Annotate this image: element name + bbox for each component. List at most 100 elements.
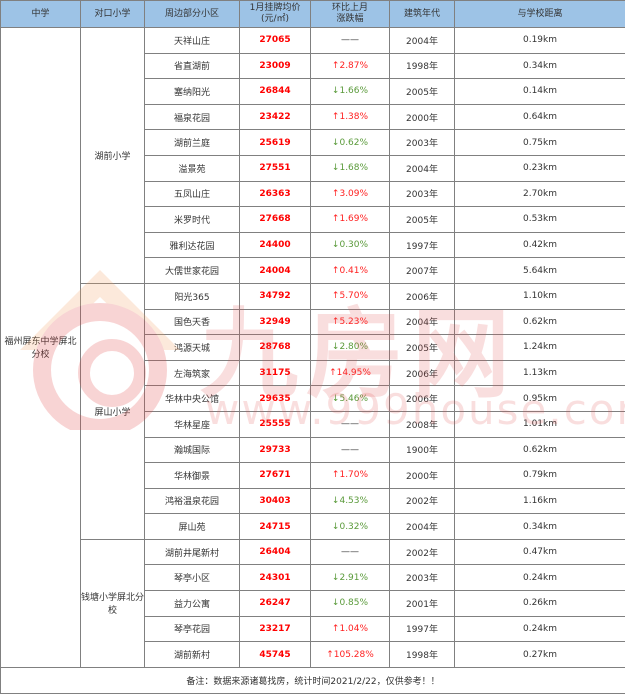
primary-school-cell: 湖前小学 — [80, 27, 145, 284]
community-name: 湖前兰庭 — [144, 129, 240, 156]
avg-price: 23217 — [239, 615, 311, 643]
school-distance: 0.14km — [454, 78, 625, 105]
school-distance: 0.23km — [454, 154, 625, 182]
price-change: ↓4.53% — [310, 487, 390, 515]
school-distance: 1.01km — [454, 410, 625, 438]
price-change: ↑2.87% — [310, 52, 390, 80]
price-change: ↓2.91% — [310, 564, 390, 592]
community-name: 左海筑家 — [144, 359, 240, 387]
build-year: 2001年 — [389, 590, 455, 617]
community-name: 屏山苑 — [144, 513, 240, 540]
school-distance: 0.24km — [454, 615, 625, 643]
price-change: —— — [310, 436, 390, 464]
price-change: ↓0.32% — [310, 513, 390, 540]
middle-school-cell: 福州屏东中学屏北分校 — [0, 27, 81, 668]
community-name: 大儒世家花园 — [144, 257, 240, 284]
school-distance: 0.47km — [454, 538, 625, 566]
avg-price: 29635 — [239, 385, 311, 412]
build-year: 2002年 — [389, 538, 455, 566]
build-year: 1998年 — [389, 52, 455, 80]
footer-row: 备注：数据来源诸葛找房，统计时间2021/2/22，仅供参考！！ — [0, 666, 625, 694]
build-year: 2005年 — [389, 78, 455, 105]
school-distance: 0.34km — [454, 513, 625, 540]
table-row: 琴亭花园 23217 ↑1.04% 1997年 0.24km — [1, 615, 625, 643]
avg-price: 27551 — [239, 154, 311, 182]
community-name: 溢景苑 — [144, 154, 240, 182]
school-distance: 1.10km — [454, 282, 625, 310]
community-name: 琴亭花园 — [144, 615, 240, 643]
build-year: 2006年 — [389, 359, 455, 387]
school-distance: 0.27km — [454, 641, 625, 668]
build-year: 2003年 — [389, 180, 455, 208]
school-distance: 1.16km — [454, 487, 625, 515]
community-name: 雅利达花园 — [144, 231, 240, 259]
build-year: 1997年 — [389, 231, 455, 259]
table-row: 省直湖前 23009 ↑2.87% 1998年 0.34km — [1, 52, 625, 80]
community-name: 鸿裕温泉花园 — [144, 487, 240, 515]
avg-price: 31175 — [239, 359, 311, 387]
avg-price: 24004 — [239, 257, 311, 284]
price-change: —— — [310, 27, 390, 54]
avg-price: 45745 — [239, 641, 311, 668]
build-year: 2000年 — [389, 103, 455, 131]
table-row: 五凤山庄 26363 ↑3.09% 2003年 2.70km — [1, 180, 625, 208]
build-year: 2004年 — [389, 513, 455, 540]
community-name: 益力公寓 — [144, 590, 240, 617]
avg-price: 24301 — [239, 564, 311, 592]
col-distance: 与学校距离 — [454, 0, 625, 28]
build-year: 2004年 — [389, 154, 455, 182]
community-name: 瀚城国际 — [144, 436, 240, 464]
build-year: 2008年 — [389, 410, 455, 438]
community-name: 塞纳阳光 — [144, 78, 240, 105]
avg-price: 26247 — [239, 590, 311, 617]
price-change: —— — [310, 538, 390, 566]
table-row: 鸿源天城 28768 ↓2.80% 2005年 1.24km — [1, 334, 625, 361]
school-distance: 0.26km — [454, 590, 625, 617]
community-name: 米罗时代 — [144, 206, 240, 233]
price-change: ↓5.46% — [310, 385, 390, 412]
avg-price: 27671 — [239, 462, 311, 489]
price-change: ↑5.23% — [310, 308, 390, 336]
table-row: 湖前兰庭 25619 ↓0.62% 2003年 0.75km — [1, 129, 625, 156]
table-row: 琴亭小区 24301 ↓2.91% 2003年 0.24km — [1, 564, 625, 592]
community-name: 湖前新村 — [144, 641, 240, 668]
col-primary-school: 对口小学 — [80, 0, 145, 28]
community-name: 阳光365 — [144, 282, 240, 310]
price-change: ↑1.04% — [310, 615, 390, 643]
school-distance: 0.24km — [454, 564, 625, 592]
community-name: 华林中央公馆 — [144, 385, 240, 412]
avg-price: 28768 — [239, 334, 311, 361]
col-change: 环比上月 涨跌幅 — [310, 0, 390, 28]
footer-note: 备注：数据来源诸葛找房，统计时间2021/2/22，仅供参考！！ — [0, 666, 625, 694]
build-year: 2003年 — [389, 564, 455, 592]
avg-price: 25555 — [239, 410, 311, 438]
price-change: ↑1.69% — [310, 206, 390, 233]
school-distance: 0.95km — [454, 385, 625, 412]
price-change: —— — [310, 410, 390, 438]
community-name: 华林御景 — [144, 462, 240, 489]
school-distance: 0.53km — [454, 206, 625, 233]
col-price: 1月挂牌均价 (元/㎡) — [239, 0, 311, 28]
price-change: ↓0.85% — [310, 590, 390, 617]
community-name: 五凤山庄 — [144, 180, 240, 208]
school-distance: 0.62km — [454, 308, 625, 336]
community-name: 国色天香 — [144, 308, 240, 336]
col-change-line1: 环比上月 — [331, 3, 368, 13]
table-row: 屏山苑 24715 ↓0.32% 2004年 0.34km — [1, 513, 625, 540]
col-community: 周边部分小区 — [144, 0, 240, 28]
price-change: ↓1.68% — [310, 154, 390, 182]
col-price-line1: 1月挂牌均价 — [249, 3, 301, 13]
build-year: 2000年 — [389, 462, 455, 489]
col-middle-school: 中学 — [0, 0, 81, 28]
price-change: ↑3.09% — [310, 180, 390, 208]
col-year: 建筑年代 — [389, 0, 455, 28]
community-name: 天祥山庄 — [144, 27, 240, 54]
avg-price: 30403 — [239, 487, 311, 515]
avg-price: 23422 — [239, 103, 311, 131]
community-name: 湖前井尾新村 — [144, 538, 240, 566]
table-row: 福州屏东中学屏北分校 湖前小学 天祥山庄 27065 —— 2004年 0.19km — [0, 27, 625, 668]
table-row: 左海筑家 31175 ↑14.95% 2006年 1.13km — [1, 359, 625, 387]
build-year: 2005年 — [389, 206, 455, 233]
school-distance: 1.13km — [454, 359, 625, 387]
